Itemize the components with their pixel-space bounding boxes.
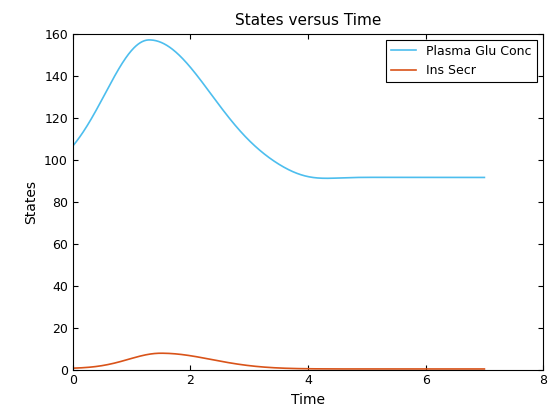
Ins Secr <box>345 366 352 371</box>
Title: States versus Time: States versus Time <box>235 13 381 28</box>
Line: Ins Secr: Ins Secr <box>73 353 484 369</box>
Plasma Glu Conc <box>69 144 76 149</box>
Plasma Glu Conc <box>312 175 319 180</box>
Y-axis label: States: States <box>25 180 39 223</box>
X-axis label: Time: Time <box>291 393 325 407</box>
Plasma Glu Conc <box>176 53 183 58</box>
Plasma Glu Conc <box>481 175 488 180</box>
Ins Secr <box>312 366 319 371</box>
Plasma Glu Conc <box>346 175 352 180</box>
Line: Plasma Glu Conc: Plasma Glu Conc <box>73 40 484 178</box>
Plasma Glu Conc <box>381 175 388 180</box>
Legend: Plasma Glu Conc, Ins Secr: Plasma Glu Conc, Ins Secr <box>386 40 537 82</box>
Plasma Glu Conc <box>146 37 152 42</box>
Plasma Glu Conc <box>323 176 330 181</box>
Ins Secr <box>380 366 387 371</box>
Plasma Glu Conc <box>142 38 149 43</box>
Ins Secr <box>142 352 149 357</box>
Ins Secr <box>176 352 183 357</box>
Plasma Glu Conc <box>256 148 263 153</box>
Ins Secr <box>481 366 488 371</box>
Ins Secr <box>256 364 263 369</box>
Ins Secr <box>69 366 76 371</box>
Ins Secr <box>157 351 164 356</box>
